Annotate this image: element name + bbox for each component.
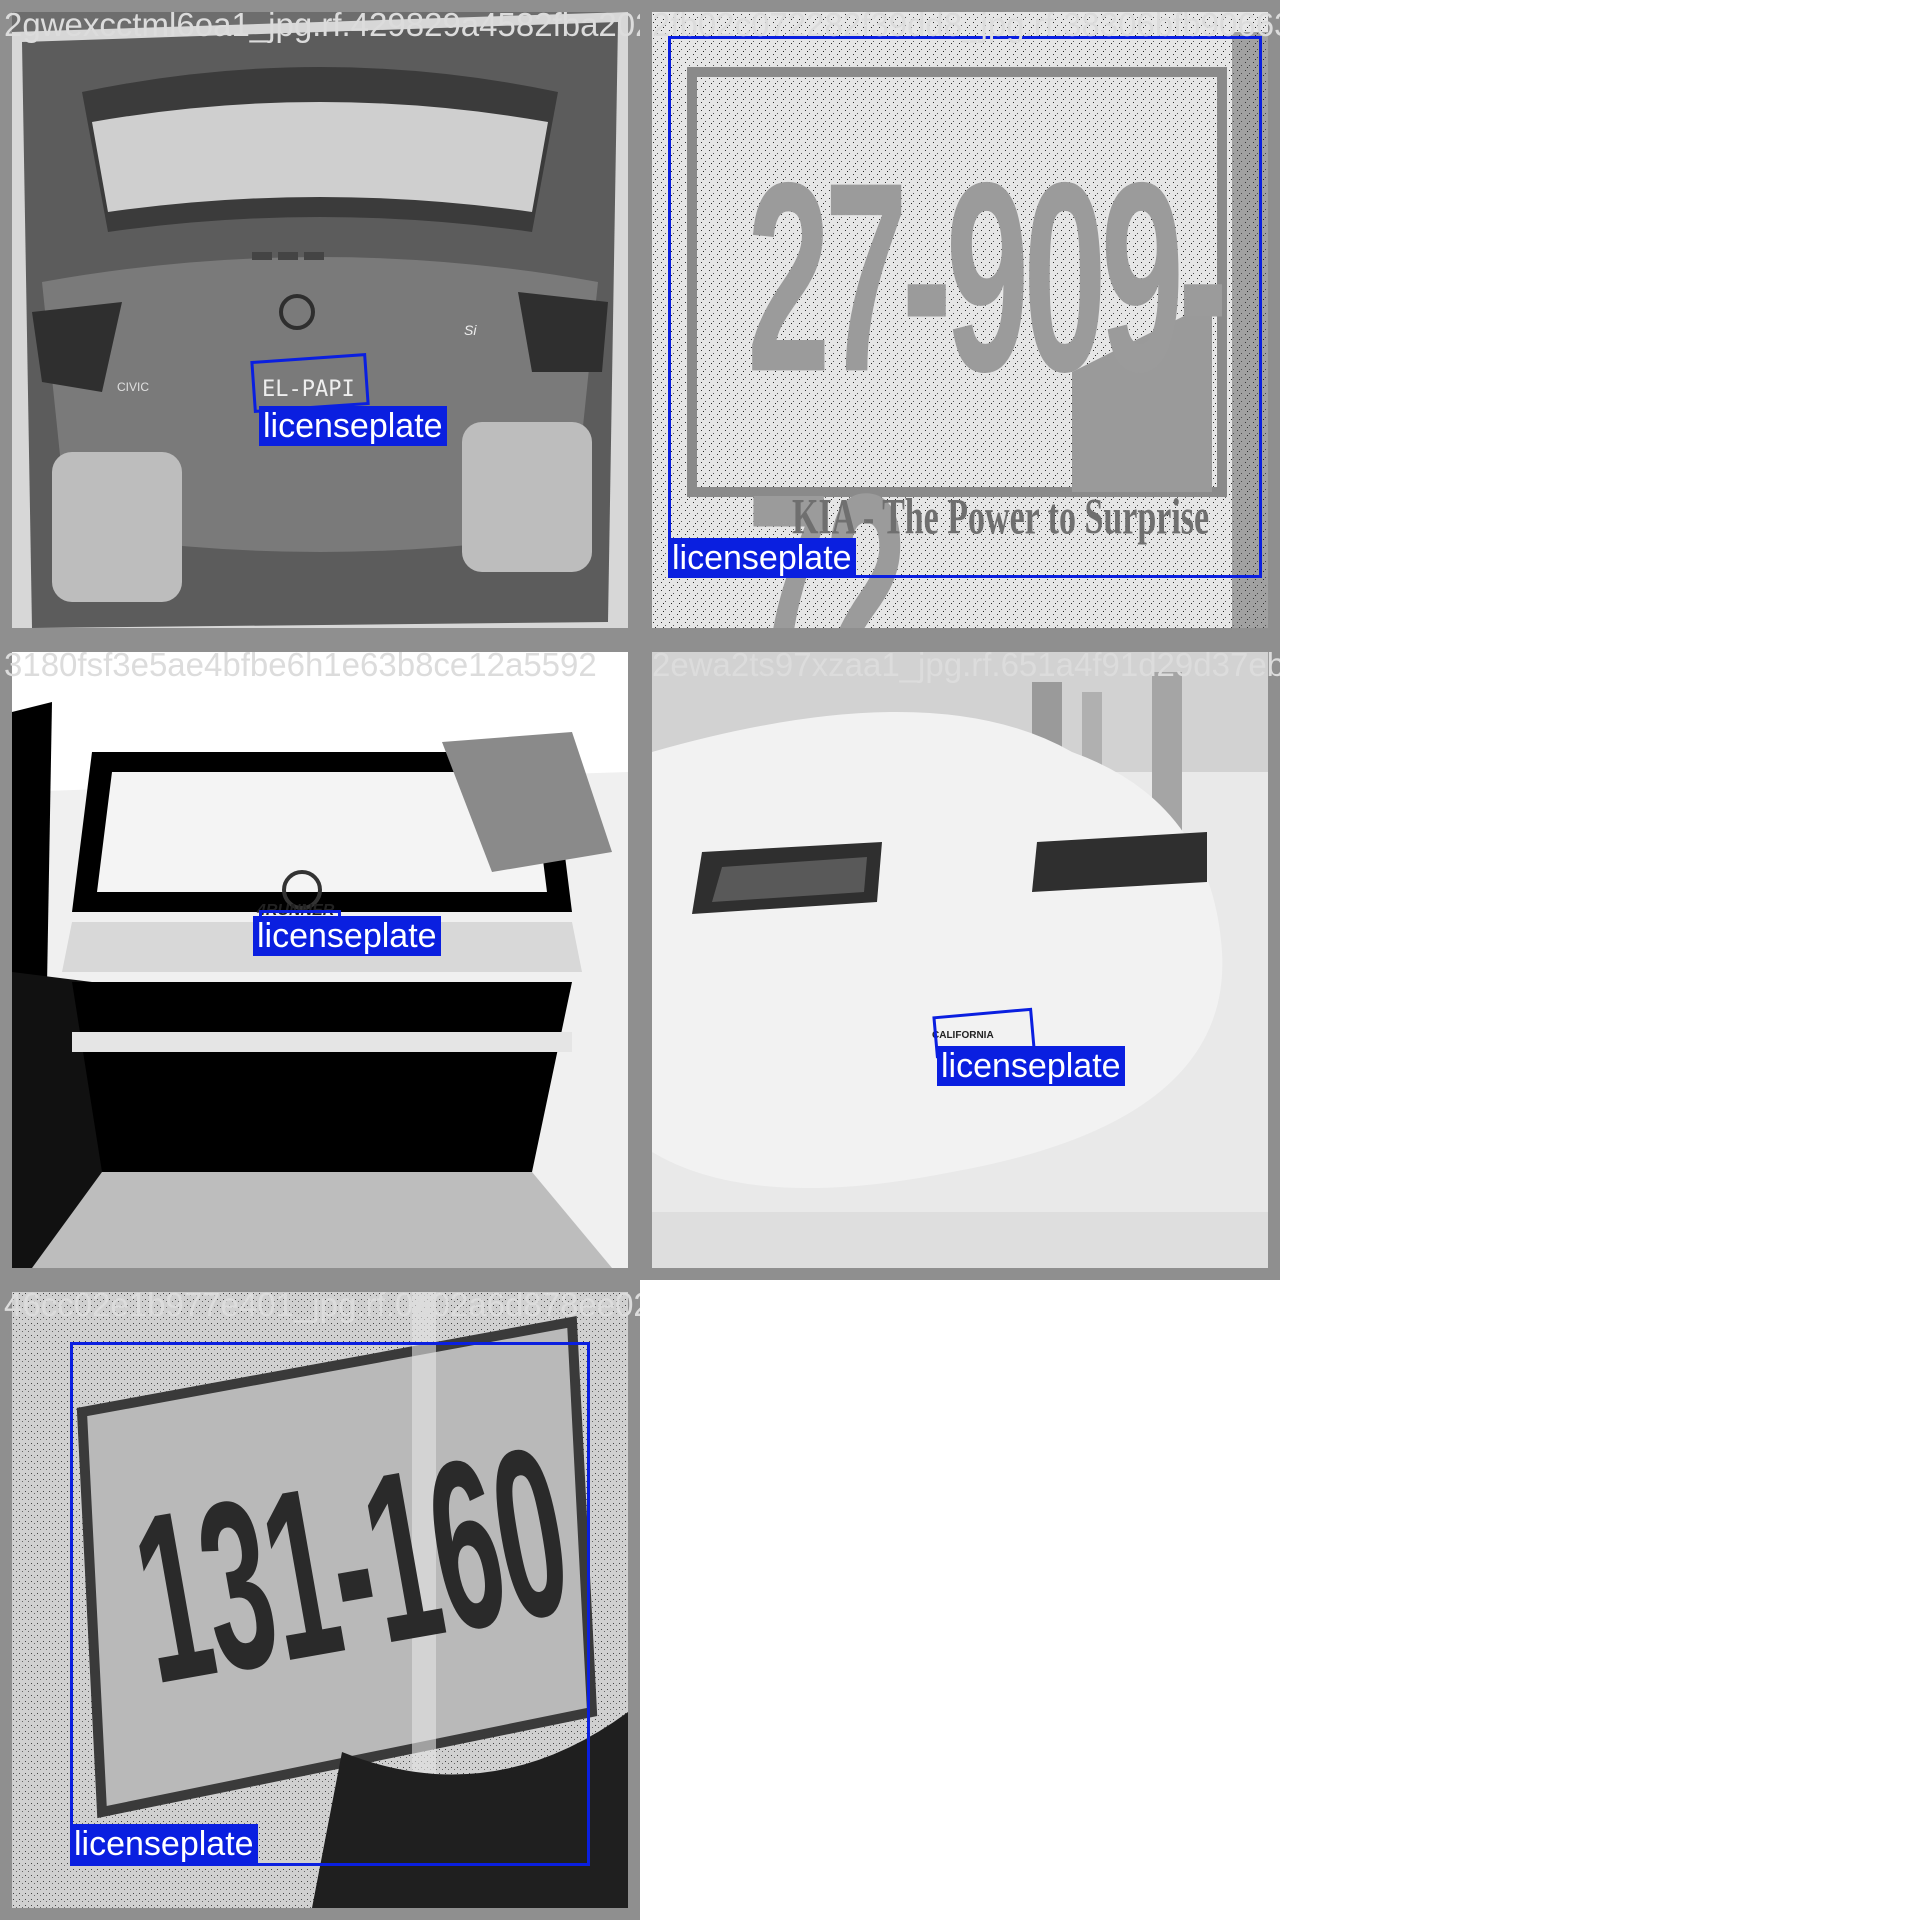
detection-label-1: licenseplate (259, 406, 447, 446)
detection-label-4: licenseplate (937, 1046, 1125, 1086)
plate-photo-5: 131-160 (12, 1292, 628, 1908)
car-photo-4: CALIFORNIA (652, 652, 1268, 1268)
image-tile-5[interactable]: 131-160 46cc02e1b977e401_jpg.rf.0a02a6d8… (0, 1280, 640, 1920)
tile-filename-3: 3180fsf3e5ae4bfbe6h1e63b8ce12a5592 (4, 646, 597, 683)
tile-filename-2: 2fb02c072282f39dd8_jpg.rf.38306bfb906633… (652, 6, 1280, 43)
tile-filename-5: 46cc02e1b977e401_jpg.rf.0a02a6d878ee02a7 (4, 1286, 640, 1323)
detection-label-2: licenseplate (668, 538, 856, 578)
plate-text-2: 27-909-72 (747, 125, 1228, 628)
plate-photo-2: 27-909-72 KIA - The Power to Surprise (652, 12, 1268, 628)
image-tile-2[interactable]: 27-909-72 KIA - The Power to Surprise 2f… (640, 0, 1280, 640)
plate-text-4: CALIFORNIA (932, 1030, 994, 1041)
trim-badge: Si (464, 322, 477, 338)
detection-box-2[interactable] (668, 36, 1262, 578)
tile-filename-1: 2gwexcctml6oa1_jpg.rf.429829a4582fba202e… (4, 6, 640, 43)
plate-frame-text: KIA - The Power to Surprise (792, 490, 1210, 546)
car-photo-1: EL-PAPI CIVIC Si (12, 12, 628, 628)
model-badge: CIVIC (117, 380, 150, 394)
detection-label-3: licenseplate (253, 916, 441, 956)
car-photo-3: 4RUNNER (12, 652, 628, 1268)
detection-box-5[interactable] (70, 1342, 590, 1866)
image-tile-4[interactable]: CALIFORNIA 2ewa2ts97xzaa1_jpg.rf.651a4f9… (640, 640, 1280, 1280)
detection-label-5: licenseplate (70, 1824, 258, 1864)
detection-box-1[interactable] (250, 353, 370, 413)
image-tile-3[interactable]: 4RUNNER 3180fsf3e5ae4bfbe6h1e63b8ce12a55… (0, 640, 640, 1280)
plate-text-1: EL-PAPI (262, 377, 355, 402)
tile-filename-4: 2ewa2ts97xzaa1_jpg.rf.651a4f91d29d37eb5b… (652, 646, 1280, 683)
image-tile-1[interactable]: EL-PAPI CIVIC Si 2gwexcctml6oa1_jpg.rf.4… (0, 0, 640, 640)
